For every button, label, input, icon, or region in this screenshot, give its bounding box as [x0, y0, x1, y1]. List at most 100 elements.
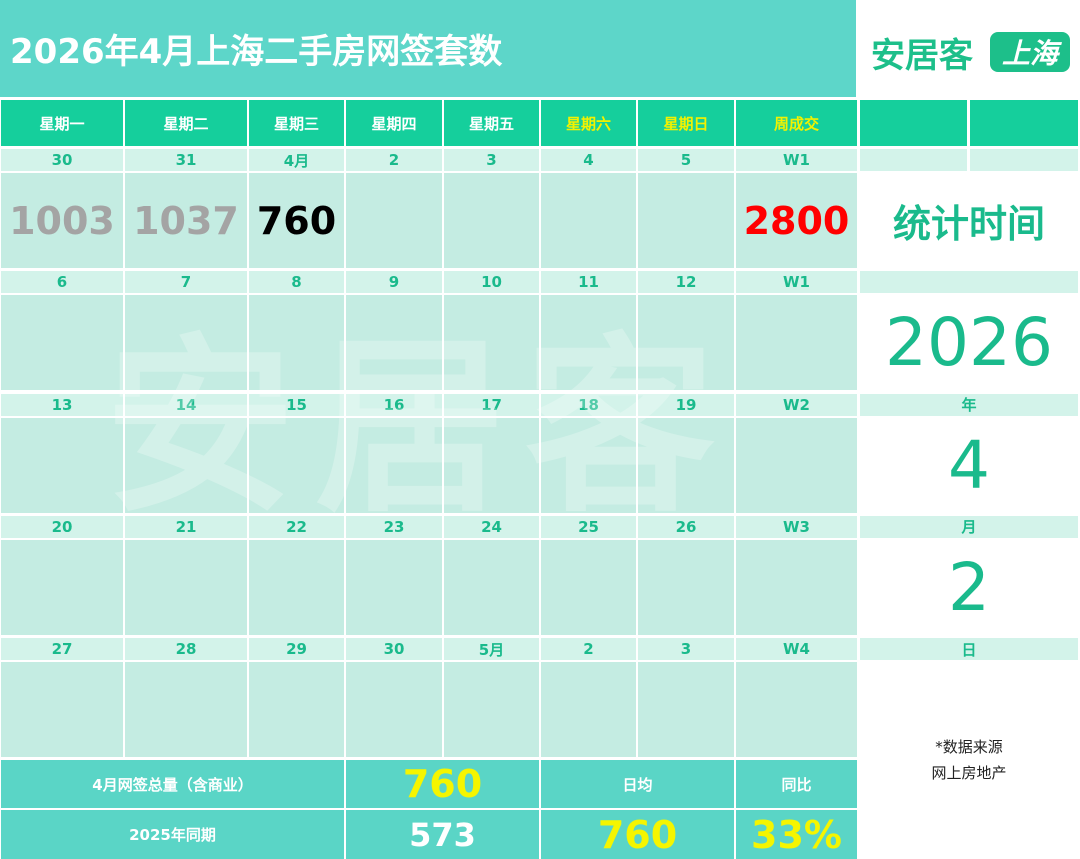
value-cell	[736, 539, 857, 635]
stat-month: 4	[948, 426, 990, 504]
date-cell: 30	[346, 638, 442, 661]
value-cell	[1, 539, 123, 635]
weekday-header: 星期二	[125, 100, 247, 146]
value-cell	[444, 173, 539, 268]
daily-count: 760	[256, 198, 337, 243]
value-cell	[444, 662, 539, 758]
value-cell	[1, 173, 123, 268]
value-cell	[444, 539, 539, 635]
value-cell	[249, 539, 344, 635]
date-cell: 21	[125, 515, 247, 538]
weekday-header: 星期六	[541, 100, 636, 146]
value-cell	[736, 173, 857, 268]
date-cell: 27	[1, 638, 123, 661]
value-cell	[541, 173, 636, 268]
date-cell: 16	[346, 393, 442, 416]
value-cell	[1, 417, 123, 513]
footer-label: 4月网签总量（含商业）	[1, 760, 344, 808]
value-cell	[736, 417, 857, 513]
source-line: 网上房地产	[931, 763, 1007, 782]
footer-yoy-label: 同比	[736, 760, 857, 808]
date-cell: 24	[444, 515, 539, 538]
daily-count: 1003	[9, 198, 115, 243]
date-cell: W3	[736, 515, 857, 538]
daily-count: 1037	[133, 198, 239, 243]
value-cell	[346, 173, 442, 268]
date-cell: W2	[736, 393, 857, 416]
logo-city: 上海	[990, 32, 1070, 72]
value-cell	[249, 662, 344, 758]
date-cell: 11	[541, 271, 636, 294]
value-cell	[638, 417, 734, 513]
value-cell	[249, 417, 344, 513]
date-cell: 9	[346, 271, 442, 294]
value-cell	[346, 662, 442, 758]
date-cell: 18	[541, 393, 636, 416]
date-cell: 28	[125, 638, 247, 661]
stat-year: 2026	[885, 304, 1053, 382]
date-cell: 26	[638, 515, 734, 538]
date-cell: 20	[1, 515, 123, 538]
footer-total: 760	[346, 760, 539, 808]
date-cell: 8	[249, 271, 344, 294]
value-cell	[249, 173, 344, 268]
weekday-header: 星期五	[444, 100, 539, 146]
right-strip	[860, 638, 1078, 661]
date-cell: 2	[346, 149, 442, 171]
date-cell: 22	[249, 515, 344, 538]
title-bar: 2026年4月上海二手房网签套数	[0, 0, 856, 97]
date-cell: 6	[1, 271, 123, 294]
value-cell	[346, 295, 442, 391]
value-cell	[444, 295, 539, 391]
value-cell	[541, 539, 636, 635]
stat-day: 2	[948, 548, 990, 626]
date-cell: 19	[638, 393, 734, 416]
date-cell: 10	[444, 271, 539, 294]
weekday-header: 星期日	[638, 100, 734, 146]
date-cell: 12	[638, 271, 734, 294]
date-cell: 4	[541, 149, 636, 171]
value-cell	[736, 295, 857, 391]
date-cell: 2	[541, 638, 636, 661]
value-cell	[249, 295, 344, 391]
date-cell: 3	[444, 149, 539, 171]
date-cell: 13	[1, 393, 123, 416]
value-cell	[125, 662, 247, 758]
watermark: 安居客	[104, 316, 735, 538]
date-cell: W1	[736, 271, 857, 294]
date-cell: 29	[249, 638, 344, 661]
date-cell: 15	[249, 393, 344, 416]
value-cell	[346, 417, 442, 513]
weekday-header: 星期四	[346, 100, 442, 146]
date-cell: W1	[736, 149, 857, 171]
logo-brand: 安居客	[871, 35, 973, 76]
weekday-header: 星期一	[1, 100, 123, 146]
date-cell: 3	[638, 638, 734, 661]
header-blank	[860, 100, 967, 146]
footer-yoy: 33%	[736, 810, 857, 859]
date-cell: 4月	[249, 149, 344, 171]
footer-label: 2025年同期	[1, 810, 344, 859]
value-cell	[346, 539, 442, 635]
value-cell	[125, 295, 247, 391]
date-cell: 5	[638, 149, 734, 171]
date-cell: 14	[125, 393, 247, 416]
footer-avg: 760	[541, 810, 734, 859]
date-cell: 7	[125, 271, 247, 294]
weekday-header: 星期三	[249, 100, 344, 146]
date-cell: 25	[541, 515, 636, 538]
stat-month-unit: 月	[961, 518, 977, 537]
footer-last-year: 573	[346, 810, 539, 859]
stat-day-unit: 日	[961, 640, 977, 659]
value-cell	[638, 173, 734, 268]
value-cell	[638, 295, 734, 391]
footer-avg-label: 日均	[541, 760, 734, 808]
date-cell: 30	[1, 149, 123, 171]
weekday-header: 周成交	[736, 100, 857, 146]
right-strip	[860, 393, 1078, 416]
date-cell: 17	[444, 393, 539, 416]
value-cell	[541, 417, 636, 513]
right-strip	[860, 149, 967, 171]
source-line: *数据来源	[935, 737, 1003, 756]
